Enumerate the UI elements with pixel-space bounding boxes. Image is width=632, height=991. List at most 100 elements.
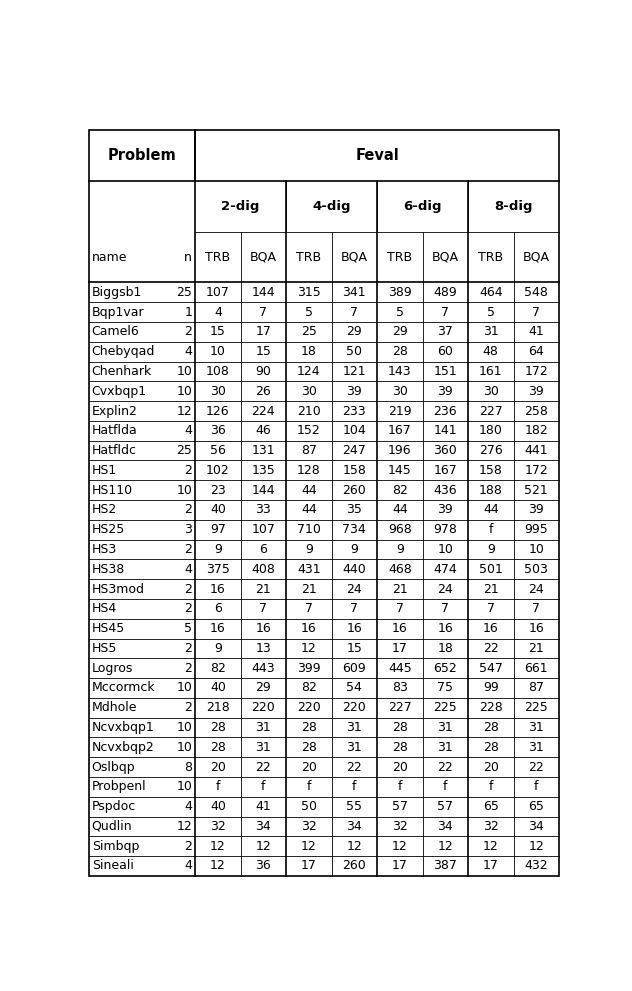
Text: 22: 22 bbox=[255, 760, 271, 774]
Text: 28: 28 bbox=[301, 741, 317, 754]
Text: 40: 40 bbox=[210, 503, 226, 516]
Text: 31: 31 bbox=[255, 721, 271, 734]
Text: 17: 17 bbox=[392, 642, 408, 655]
Text: 34: 34 bbox=[255, 820, 271, 832]
Text: 16: 16 bbox=[210, 622, 226, 635]
Text: 22: 22 bbox=[528, 760, 544, 774]
Text: 12: 12 bbox=[346, 839, 362, 852]
Text: 10: 10 bbox=[176, 365, 192, 378]
Text: BQA: BQA bbox=[523, 251, 550, 264]
Text: 432: 432 bbox=[525, 859, 548, 872]
Text: 4: 4 bbox=[185, 424, 192, 437]
Text: 15: 15 bbox=[255, 345, 271, 358]
Text: Feval: Feval bbox=[355, 149, 399, 164]
Text: 2: 2 bbox=[185, 325, 192, 338]
Text: 21: 21 bbox=[301, 583, 317, 596]
Text: 82: 82 bbox=[392, 484, 408, 496]
Text: 228: 228 bbox=[479, 702, 502, 715]
Text: 16: 16 bbox=[346, 622, 362, 635]
Text: 652: 652 bbox=[434, 662, 457, 675]
Text: 39: 39 bbox=[437, 385, 453, 397]
Text: 9: 9 bbox=[214, 543, 222, 556]
Text: 29: 29 bbox=[392, 325, 408, 338]
Text: 180: 180 bbox=[479, 424, 502, 437]
Text: 15: 15 bbox=[210, 325, 226, 338]
Text: 15: 15 bbox=[346, 642, 362, 655]
Text: 44: 44 bbox=[483, 503, 499, 516]
Text: 233: 233 bbox=[343, 404, 366, 417]
Text: 7: 7 bbox=[259, 603, 267, 615]
Text: 24: 24 bbox=[437, 583, 453, 596]
Text: 172: 172 bbox=[525, 365, 548, 378]
Text: 474: 474 bbox=[434, 563, 457, 576]
Text: 30: 30 bbox=[210, 385, 226, 397]
Text: 24: 24 bbox=[346, 583, 362, 596]
Text: f: f bbox=[489, 523, 493, 536]
Text: 31: 31 bbox=[437, 741, 453, 754]
Text: 7: 7 bbox=[487, 603, 495, 615]
Text: HS110: HS110 bbox=[92, 484, 133, 496]
Text: 126: 126 bbox=[206, 404, 229, 417]
Text: 82: 82 bbox=[301, 682, 317, 695]
Text: 151: 151 bbox=[434, 365, 457, 378]
Text: 20: 20 bbox=[392, 760, 408, 774]
Text: f: f bbox=[307, 780, 311, 794]
Text: 25: 25 bbox=[301, 325, 317, 338]
Text: 56: 56 bbox=[210, 444, 226, 457]
Text: 18: 18 bbox=[437, 642, 453, 655]
Text: 2: 2 bbox=[185, 543, 192, 556]
Text: 37: 37 bbox=[437, 325, 453, 338]
Text: 22: 22 bbox=[346, 760, 362, 774]
Text: 145: 145 bbox=[388, 464, 411, 477]
Text: 5: 5 bbox=[184, 622, 192, 635]
Text: 2: 2 bbox=[185, 642, 192, 655]
Text: 7: 7 bbox=[532, 603, 540, 615]
Text: 441: 441 bbox=[525, 444, 548, 457]
Text: 41: 41 bbox=[528, 325, 544, 338]
Text: 20: 20 bbox=[301, 760, 317, 774]
Text: 16: 16 bbox=[528, 622, 544, 635]
Text: Ncvxbqp1: Ncvxbqp1 bbox=[92, 721, 154, 734]
Text: 143: 143 bbox=[388, 365, 411, 378]
Text: 158: 158 bbox=[479, 464, 502, 477]
Text: f: f bbox=[261, 780, 265, 794]
Text: Biggsb1: Biggsb1 bbox=[92, 285, 142, 299]
Text: 28: 28 bbox=[392, 741, 408, 754]
Text: 144: 144 bbox=[252, 285, 275, 299]
Text: Ncvxbqp2: Ncvxbqp2 bbox=[92, 741, 154, 754]
Text: 4: 4 bbox=[185, 563, 192, 576]
Text: 21: 21 bbox=[392, 583, 408, 596]
Text: 25: 25 bbox=[176, 444, 192, 457]
Text: 31: 31 bbox=[528, 741, 544, 754]
Text: 12: 12 bbox=[255, 839, 271, 852]
Text: TRB: TRB bbox=[387, 251, 412, 264]
Text: 34: 34 bbox=[528, 820, 544, 832]
Text: 315: 315 bbox=[297, 285, 320, 299]
Text: 12: 12 bbox=[483, 839, 499, 852]
Text: 464: 464 bbox=[479, 285, 502, 299]
Text: 9: 9 bbox=[350, 543, 358, 556]
Text: 102: 102 bbox=[206, 464, 229, 477]
Text: 57: 57 bbox=[392, 800, 408, 814]
Text: 21: 21 bbox=[255, 583, 271, 596]
Text: 46: 46 bbox=[255, 424, 271, 437]
Text: HS3mod: HS3mod bbox=[92, 583, 145, 596]
Text: Cvxbqp1: Cvxbqp1 bbox=[92, 385, 147, 397]
Text: 13: 13 bbox=[255, 642, 271, 655]
Text: 8: 8 bbox=[184, 760, 192, 774]
Text: 661: 661 bbox=[525, 662, 548, 675]
Text: 33: 33 bbox=[255, 503, 271, 516]
Text: 17: 17 bbox=[392, 859, 408, 872]
Text: 236: 236 bbox=[434, 404, 457, 417]
Text: Problem: Problem bbox=[107, 149, 176, 164]
Text: 18: 18 bbox=[301, 345, 317, 358]
Text: 547: 547 bbox=[479, 662, 502, 675]
Text: f: f bbox=[534, 780, 538, 794]
Text: 44: 44 bbox=[392, 503, 408, 516]
Text: 17: 17 bbox=[483, 859, 499, 872]
Text: 32: 32 bbox=[301, 820, 317, 832]
Text: 31: 31 bbox=[528, 721, 544, 734]
Text: 12: 12 bbox=[437, 839, 453, 852]
Text: 443: 443 bbox=[252, 662, 275, 675]
Text: Chenhark: Chenhark bbox=[92, 365, 152, 378]
